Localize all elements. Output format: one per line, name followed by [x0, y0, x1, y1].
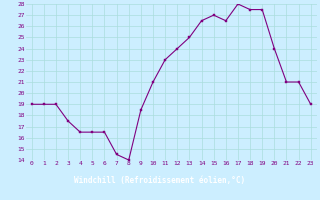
Text: Windchill (Refroidissement éolien,°C): Windchill (Refroidissement éolien,°C) [75, 176, 245, 185]
